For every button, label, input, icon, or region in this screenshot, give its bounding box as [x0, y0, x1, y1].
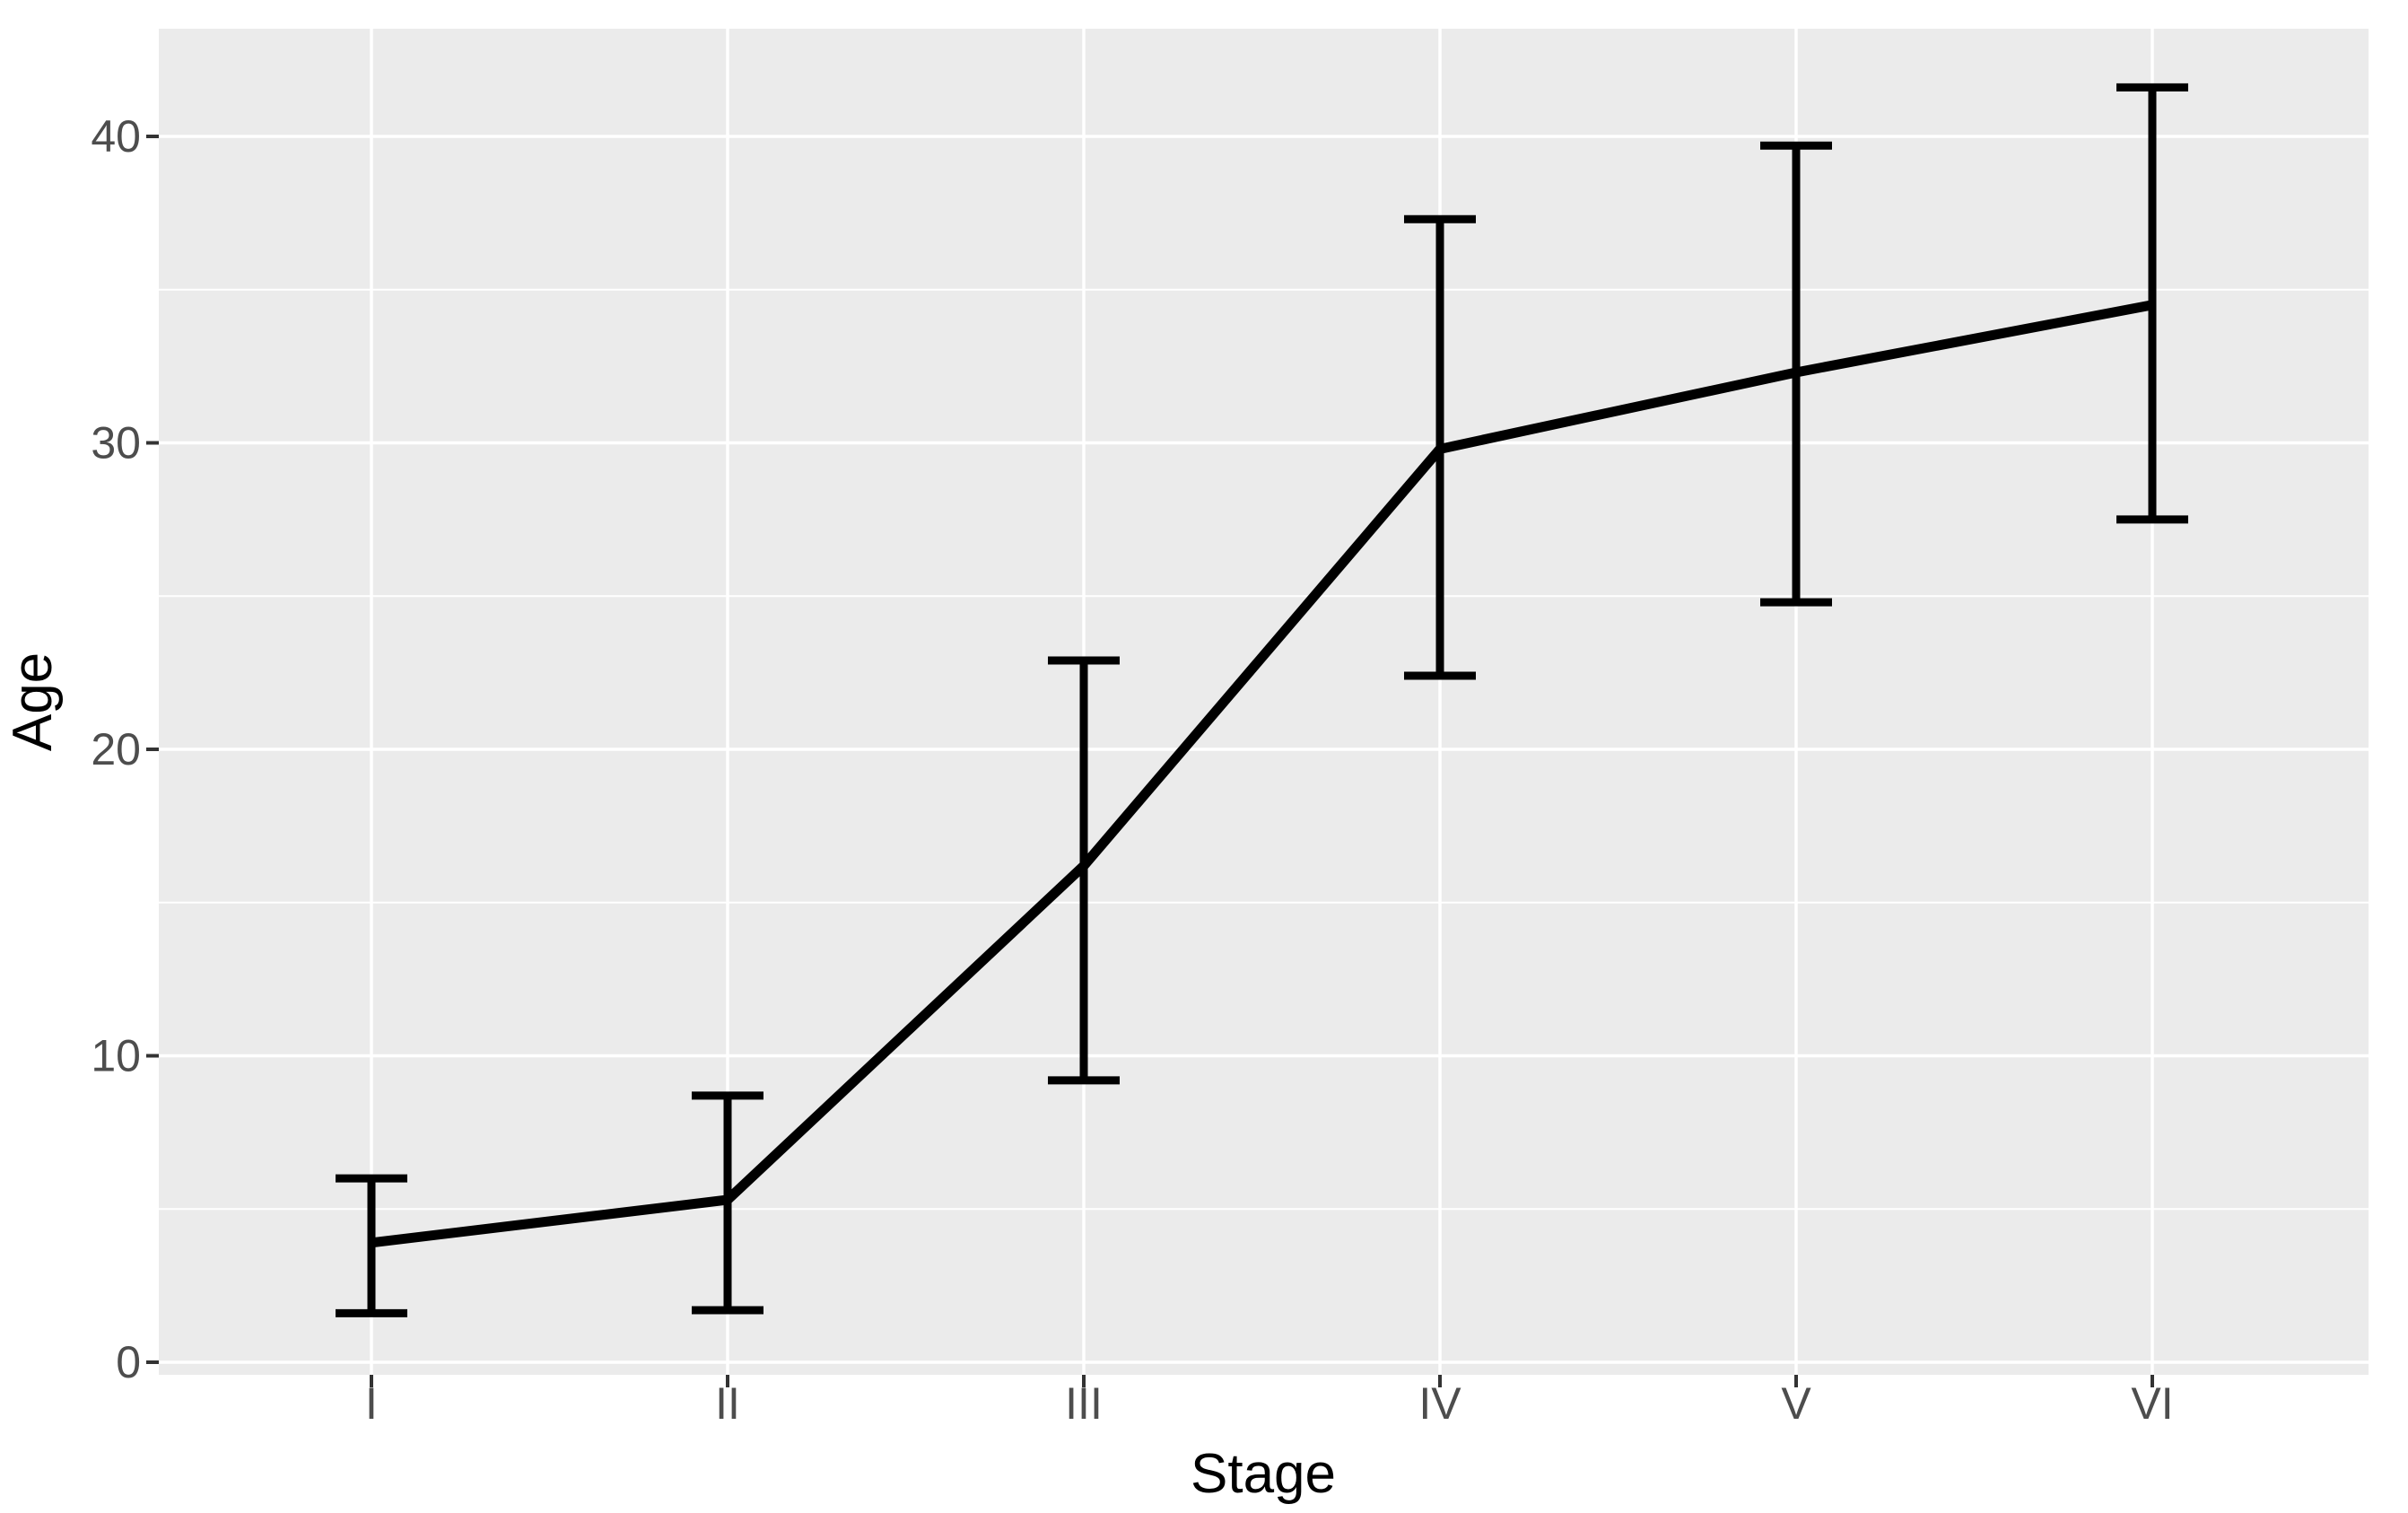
panel-background — [159, 29, 2369, 1375]
error-bars — [336, 83, 2188, 1317]
x-axis-title: Stage — [1191, 1443, 1336, 1505]
gridlines-minor — [159, 288, 2369, 1211]
gridlines-major-y — [159, 135, 2369, 1364]
error-bar-I — [336, 1174, 407, 1317]
x-tick-label: V — [1781, 1378, 1811, 1429]
error-bar-VI — [2116, 83, 2188, 524]
x-tick-labels: I II III IV V VI — [365, 1378, 2174, 1429]
x-tick-label: IV — [1418, 1378, 1461, 1429]
y-tick-label: 40 — [91, 111, 141, 162]
y-tick-label: 0 — [116, 1337, 141, 1387]
x-tick-marks — [370, 1375, 2154, 1387]
x-tick-label: I — [365, 1378, 378, 1429]
y-tick-marks — [146, 135, 159, 1364]
x-tick-label: II — [715, 1378, 740, 1429]
y-tick-label: 10 — [91, 1031, 141, 1081]
y-tick-labels: 0 10 20 30 40 — [91, 111, 141, 1387]
x-tick-label: VI — [2131, 1378, 2173, 1429]
y-axis-title: Age — [2, 652, 64, 751]
y-tick-label: 20 — [91, 724, 141, 774]
x-tick-label: III — [1065, 1378, 1103, 1429]
y-tick-label: 30 — [91, 418, 141, 468]
trend-line — [371, 300, 2154, 1248]
